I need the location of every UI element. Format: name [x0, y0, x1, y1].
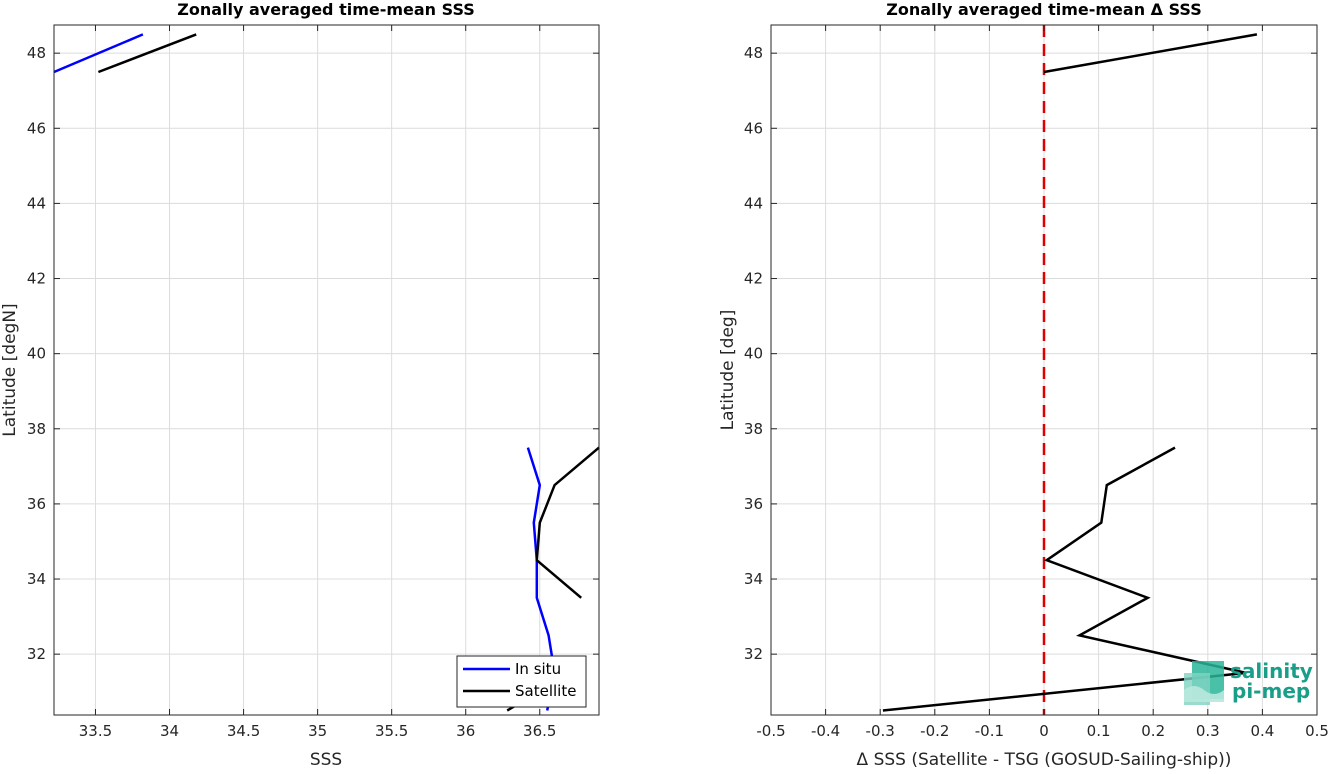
left-chart-title: Zonally averaged time-mean SSS	[177, 0, 475, 19]
right-x-tick-label: 0.4	[1250, 722, 1274, 740]
right-y-axis-label: Latitude [deg]	[718, 310, 738, 431]
left-x-tick-label: 34.5	[227, 722, 260, 740]
right-delta-sss-series-line	[1043, 33, 1258, 74]
left-y-axis-label: Latitude [degN]	[0, 303, 20, 436]
logo-mark-icon	[1184, 661, 1224, 705]
right-x-tick-label: 0.5	[1305, 722, 1329, 740]
right-y-tick-label: 42	[744, 270, 763, 288]
right-x-tick-label: -0.1	[975, 722, 1004, 740]
left-plot-frame	[53, 24, 600, 716]
right-ticks: -0.5 -0.4 -0.3 -0.2 -0.1 0 0.1 0.2 0.3 0.4 0.5 32 34…	[744, 25, 1329, 740]
right-x-tick-label: 0.3	[1196, 722, 1220, 740]
right-x-tick-label: -0.5	[756, 722, 785, 740]
right-y-tick-label: 46	[744, 119, 763, 137]
right-x-tick-label: 0	[1039, 722, 1049, 740]
left-y-tick-label: 36	[27, 495, 46, 513]
right-x-tick-label: -0.2	[920, 722, 949, 740]
right-y-tick-label: 34	[744, 570, 763, 588]
right-y-tick-label: 38	[744, 420, 763, 438]
left-x-tick-label: 36	[456, 722, 475, 740]
right-y-tick-label: 48	[744, 44, 763, 62]
legend-box	[456, 655, 587, 708]
left-y-tick-label: 44	[27, 194, 46, 212]
legend-label-in-situ: In situ	[515, 660, 561, 678]
logo-text-salinity: salinity	[1230, 659, 1313, 683]
left-x-tick-label: 34	[160, 722, 179, 740]
left-x-tick-label: 36.5	[523, 722, 556, 740]
right-x-tick-label: 0.1	[1087, 722, 1111, 740]
right-y-tick-label: 44	[744, 194, 763, 212]
right-x-tick-label: 0.2	[1141, 722, 1165, 740]
right-chart-title: Zonally averaged time-mean Δ SSS	[886, 0, 1202, 19]
left-x-tick-label: 35.5	[375, 722, 408, 740]
left-satellite-series-line	[535, 446, 600, 599]
left-x-tick-label: 35	[308, 722, 327, 740]
left-grid	[54, 25, 599, 715]
legend-label-satellite: Satellite	[515, 682, 576, 700]
left-y-tick-label: 38	[27, 420, 46, 438]
left-ticks: 33.5 34 34.5 35 35.5 36 36.5 32 34 36 38 40 42 44 46 48	[27, 25, 599, 740]
left-satellite-series-line	[97, 33, 197, 74]
left-y-tick-label: 48	[27, 44, 46, 62]
right-x-tick-label: -0.4	[811, 722, 840, 740]
right-series	[882, 33, 1258, 712]
left-in-situ-series-line	[53, 33, 144, 74]
left-y-tick-label: 42	[27, 270, 46, 288]
right-chart: -0.5 -0.4 -0.3 -0.2 -0.1 0 0.1 0.2 0.3 0.4 0.5 32 34…	[718, 0, 1329, 770]
left-y-tick-label: 32	[27, 645, 46, 663]
left-chart: 33.5 34 34.5 35 35.5 36 36.5 32 34 36 38 40 42 44 46 48…	[0, 0, 600, 770]
right-y-tick-label: 36	[744, 495, 763, 513]
right-y-tick-label: 40	[744, 345, 763, 363]
right-y-tick-label: 32	[744, 645, 763, 663]
right-x-axis-label: Δ SSS (Satellite - TSG (GOSUD-Sailing-sh…	[857, 750, 1232, 770]
right-x-tick-label: -0.3	[866, 722, 895, 740]
logo-text-pi-mep: pi-mep	[1232, 679, 1310, 703]
left-y-tick-label: 46	[27, 119, 46, 137]
left-y-tick-label: 34	[27, 570, 46, 588]
left-x-axis-label: SSS	[310, 750, 342, 770]
left-y-tick-label: 40	[27, 345, 46, 363]
legend: In situ Satellite	[456, 655, 587, 708]
salinity-pi-mep-logo: salinity pi-mep	[1184, 659, 1313, 705]
left-x-tick-label: 33.5	[79, 722, 112, 740]
left-series	[53, 33, 600, 712]
